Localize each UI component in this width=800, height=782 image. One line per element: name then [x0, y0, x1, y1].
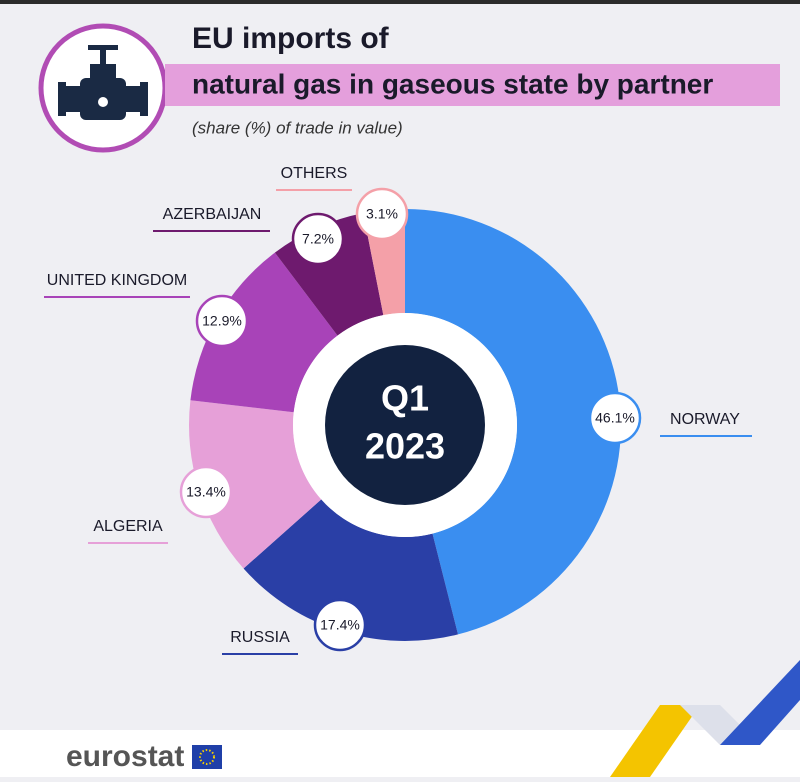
- value-label: 13.4%: [186, 484, 226, 500]
- value-label: 17.4%: [320, 617, 360, 633]
- value-label: 7.2%: [302, 231, 334, 247]
- category-label: RUSSIA: [230, 629, 290, 646]
- slice: [190, 252, 338, 413]
- title: EU imports of: [192, 22, 390, 55]
- top-bar: [0, 0, 800, 4]
- category-label: ALGERIA: [93, 518, 163, 535]
- category-label: NORWAY: [670, 411, 740, 428]
- icon: [38, 23, 168, 153]
- category-label: AZERBAIJAN: [163, 206, 262, 223]
- category-label: OTHERS: [281, 165, 348, 182]
- value-bubble: [355, 187, 409, 241]
- value-label: 3.1%: [366, 206, 398, 222]
- center-disc: [325, 345, 485, 505]
- value-bubble: [313, 598, 367, 652]
- ribbon: [610, 660, 800, 777]
- slice: [243, 499, 459, 641]
- subtitle: (share (%) of trade in value): [192, 118, 403, 137]
- center-label: Q1: [381, 378, 429, 419]
- value-bubble: [588, 391, 642, 445]
- slice: [189, 400, 322, 569]
- title: natural gas in gaseous state by partner: [192, 68, 713, 99]
- center-label: 2023: [365, 426, 445, 467]
- value-bubble: [291, 212, 345, 266]
- slice: [405, 209, 621, 635]
- value-label: 12.9%: [202, 313, 242, 329]
- eu-flag: [192, 745, 222, 769]
- value-bubble: [195, 294, 249, 348]
- brand: eurostat: [66, 740, 184, 773]
- category-label: UNITED KINGDOM: [47, 272, 187, 289]
- value-bubble: [179, 465, 233, 519]
- value-label: 46.1%: [595, 410, 635, 426]
- title-highlight: [165, 64, 780, 106]
